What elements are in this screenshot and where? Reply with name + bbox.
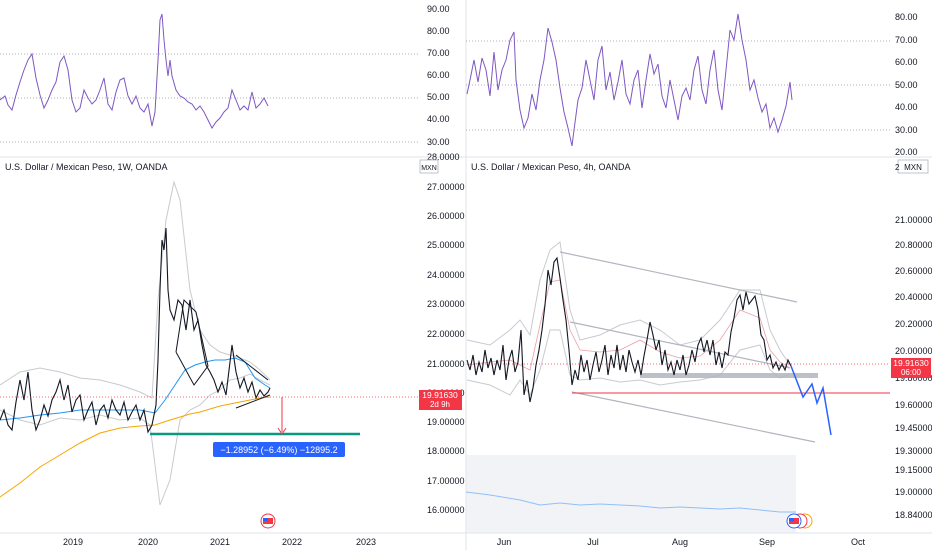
right-price-tick-1: 20.80000 [895,240,932,250]
measure-label-box [213,442,345,457]
right-x-tick-2: Aug [672,537,688,547]
left-rsi-tick-5: 40.00 [427,114,450,124]
flag-channel-left [175,298,209,386]
left-rsi-tick-2: 70.00 [427,48,450,58]
right-price-tick-4: 20.20000 [895,319,932,329]
right-rsi-tick-1: 70.00 [895,35,918,45]
left-rsi-tick-4: 50.00 [427,92,450,102]
left-rsi-tick-7: 28.0000 [427,152,460,162]
right-x-tick-0: Jun [497,537,512,547]
measure-label: −1.28952 (−6.49%) −12895.2 [220,445,337,455]
left-x-tick-2: 2021 [210,537,230,547]
right-chart-title: U.S. Dollar / Mexican Peso, 4h, OANDA [471,162,631,172]
price-right-line [466,256,792,403]
left-price-tick-5: 22.00000 [427,329,465,339]
right-currency: MXN [904,163,922,172]
right-rsi-tick-2: 60.00 [895,57,918,67]
right-price-tick-3: 20.40000 [895,292,932,302]
left-rsi-tick-1: 80.00 [427,26,450,36]
left-rsi-tick-6: 30.00 [427,137,450,147]
price-left-line [0,227,271,434]
rsi-left-line [0,13,269,129]
left-price-tick-11: 16.00000 [427,505,465,515]
right-price-tick-5: 20.00000 [895,346,932,356]
left-price-tick-0: 27.00000 [427,182,465,192]
right-x-tick-1: Jul [587,537,599,547]
left-price-tick-6: 21.00000 [427,359,465,369]
ma-blue-line [0,357,271,421]
left-price-tick-1: 26.00000 [427,211,465,221]
right-price-tick-2: 20.60000 [895,266,932,276]
right-price-tick-11: 19.00000 [895,487,932,497]
event-flags-icon[interactable] [786,513,813,529]
left-rsi-tick-3: 60.00 [427,70,450,80]
left-x-tick-4: 2023 [356,537,376,547]
right-current-price: 19.91630 [893,358,929,368]
right-rsi-tick-6: 20.00 [895,147,918,157]
right-x-tick-4: Oct [851,537,866,547]
right-rsi-tick-4: 40.00 [895,102,918,112]
right-countdown: 06:00 [901,368,922,377]
right-x-tick-3: Sep [759,537,775,547]
right-rsi-tick-5: 30.00 [895,125,918,135]
left-current-price: 19.91630 [422,390,458,400]
us-flag-event-icon[interactable] [260,513,276,529]
right-rsi-tick-3: 50.00 [895,80,918,90]
right-price-tick-10: 19.15000 [895,465,932,475]
ma-orange-line [0,396,271,498]
left-price-tick-8: 19.00000 [427,417,465,427]
right-price-tick-9: 19.30000 [895,446,932,456]
left-price-tick-2: 25.00000 [427,240,465,250]
left-countdown: 2d 9h [430,400,450,409]
left-x-tick-0: 2019 [63,537,83,547]
left-price-tick-10: 17.00000 [427,476,465,486]
left-rsi-tick-0: 90.00 [427,4,450,14]
right-price-tick-12: 18.84000 [895,510,932,520]
left-price-tick-3: 24.00000 [427,270,465,280]
right-price-tick-0: 21.00000 [895,215,932,225]
left-currency: MXN [421,165,437,172]
right-top-price-partial: 2 [895,163,900,172]
rsi-right-line [466,13,793,147]
left-price-tick-4: 23.00000 [427,299,465,309]
left-price-tick-9: 18.00000 [427,446,465,456]
right-price-tick-7: 19.60000 [895,400,932,410]
left-x-tick-1: 2020 [138,537,158,547]
projection-path [790,365,832,436]
right-price-tick-8: 19.45000 [895,423,932,433]
left-x-tick-3: 2022 [282,537,302,547]
left-chart-title: U.S. Dollar / Mexican Peso, 1W, OANDA [5,162,168,172]
right-rsi-tick-0: 80.00 [895,12,918,22]
